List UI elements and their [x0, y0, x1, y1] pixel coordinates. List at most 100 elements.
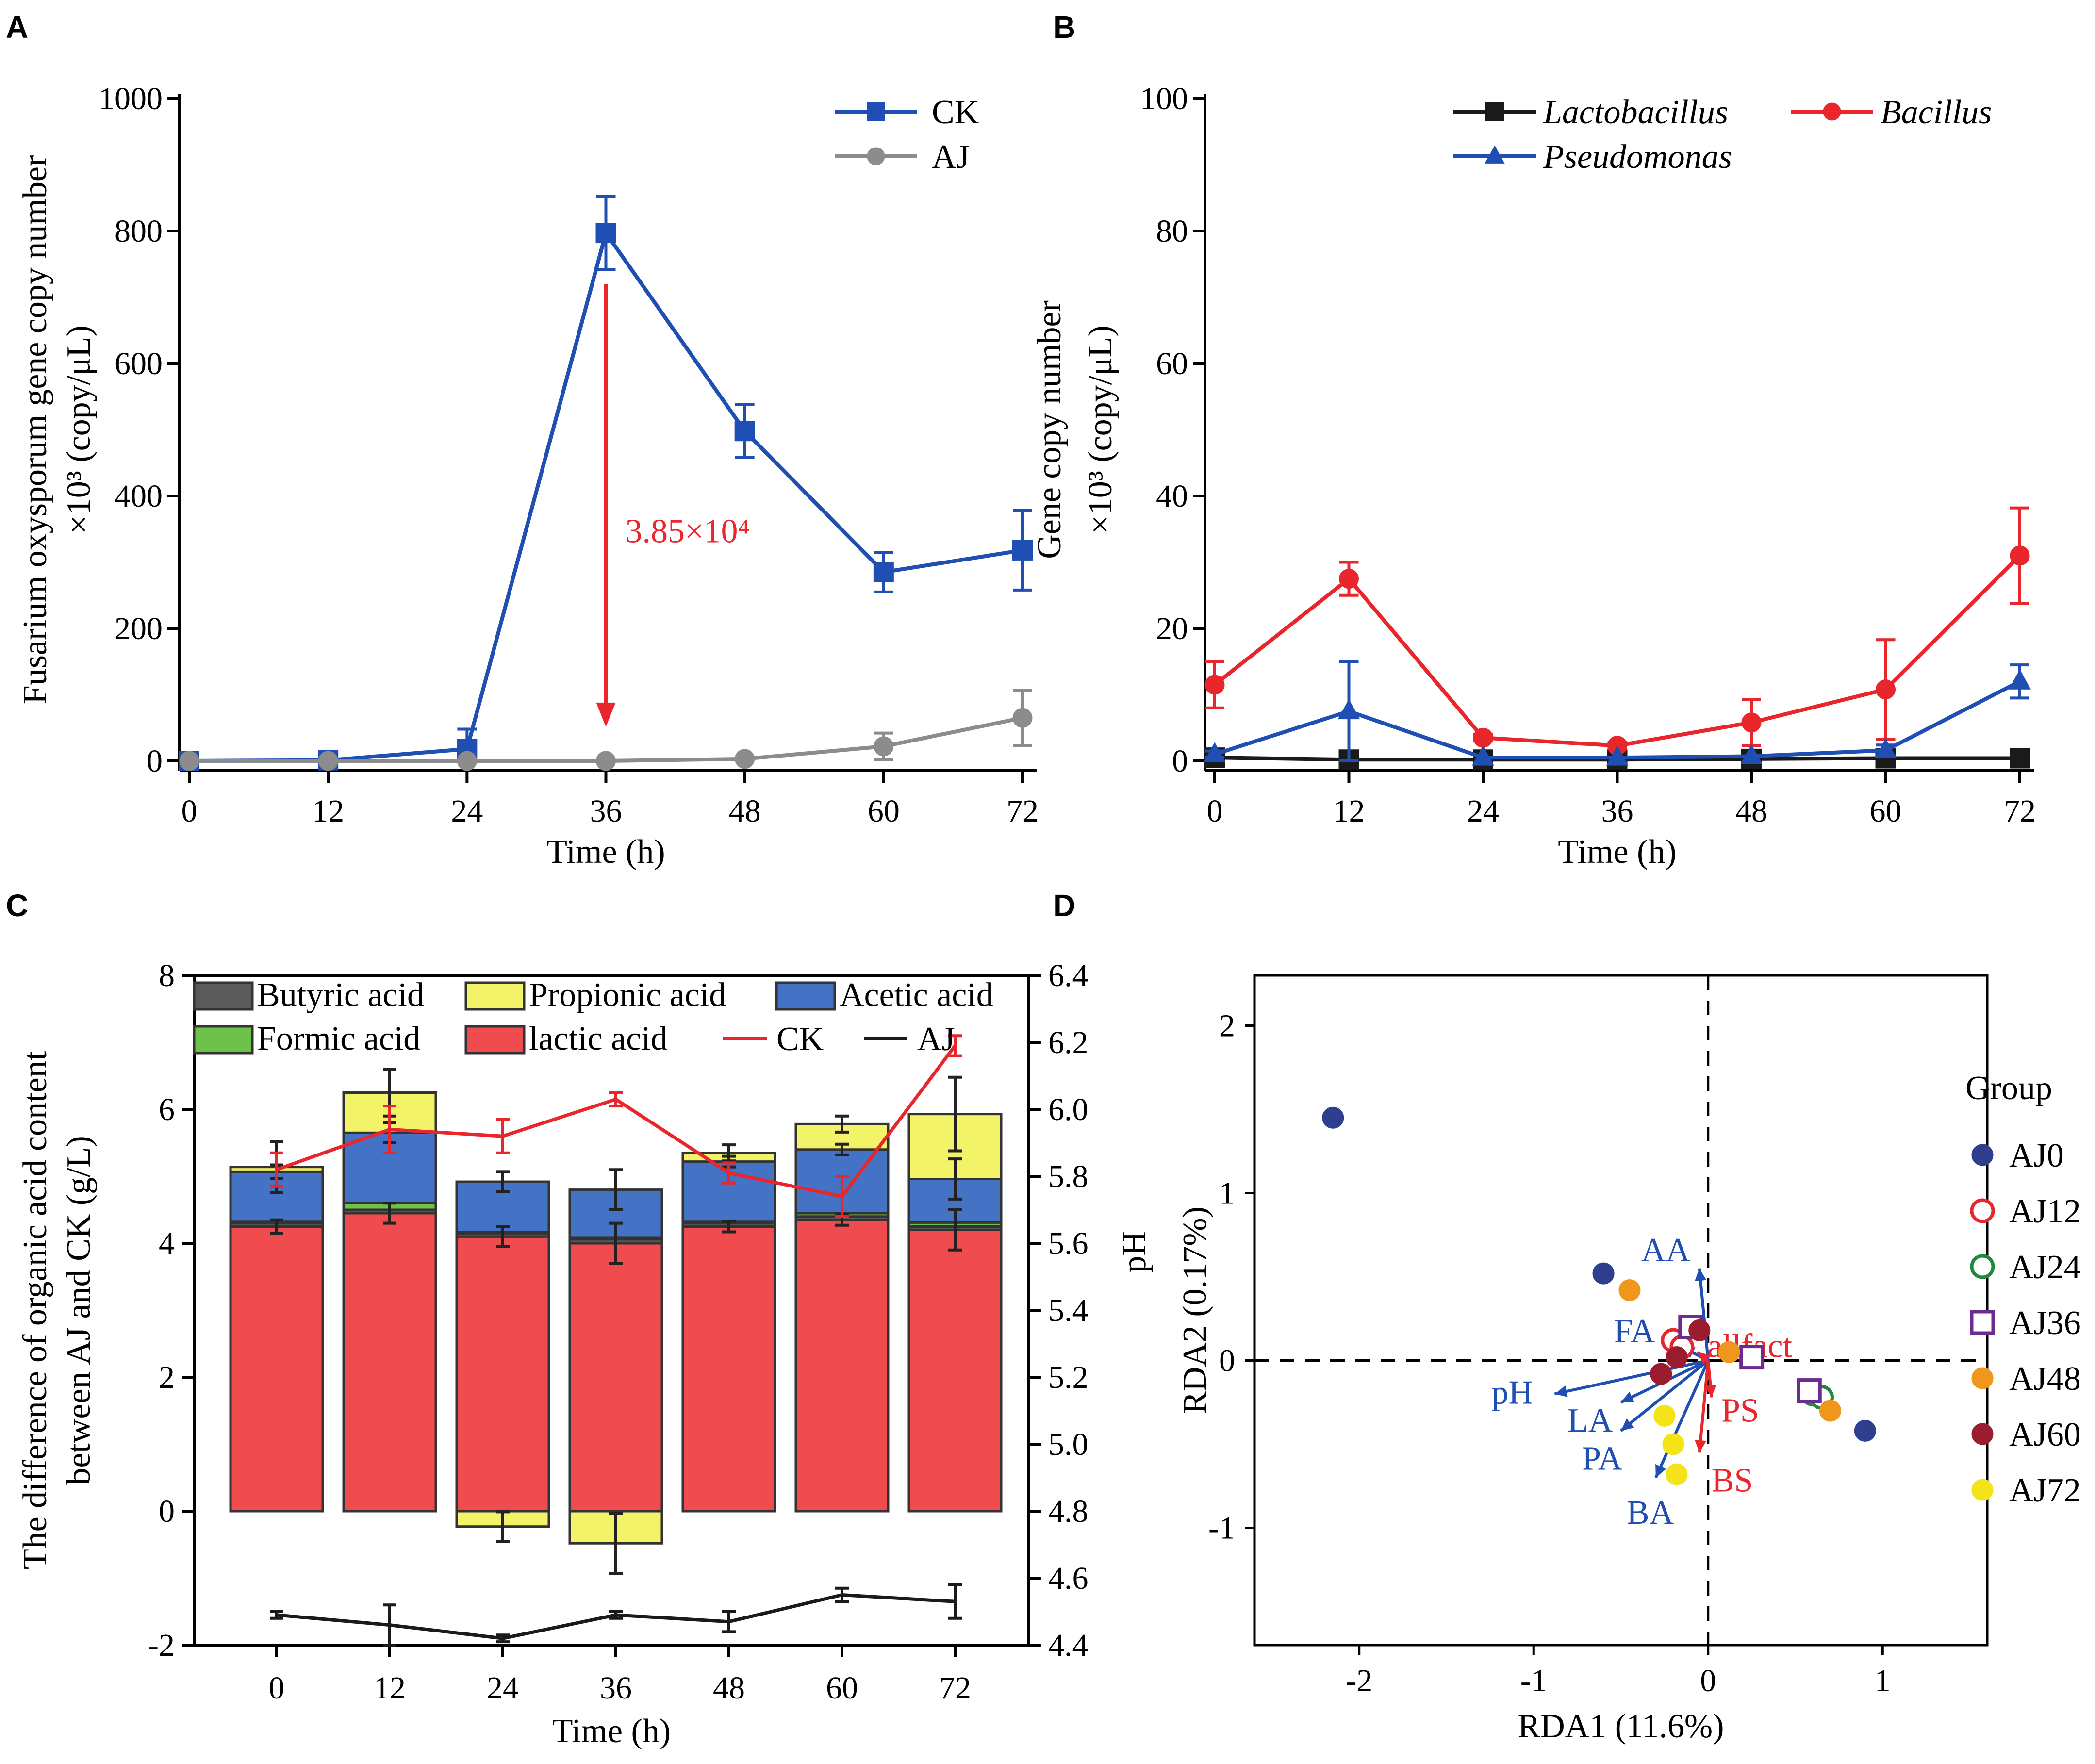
arrow-head [1698, 1352, 1711, 1365]
x-tick-label: 60 [1870, 793, 1902, 829]
legend-marker [867, 102, 885, 121]
right-tick-label: 6.4 [1048, 958, 1089, 993]
panel-b: B 0 12 24 36 48 60 72 0 20 40 60 80 100 Time (h) Gene … [1031, 10, 2036, 871]
panel-a: A 0 12 24 36 48 60 72 0 200 400 600 800 1000 Time (h)… [6, 10, 1039, 871]
legend-label: AJ24 [2009, 1249, 2081, 1286]
data-point [1741, 712, 1762, 733]
scatter-point [1650, 1363, 1672, 1385]
y-axis-unit: ×10³ (copy/μL) [1082, 325, 1119, 534]
data-point [735, 749, 755, 769]
y-tick-label: -2 [148, 1628, 175, 1663]
data-point [2010, 545, 2030, 566]
y-tick-label: 0 [159, 1494, 175, 1529]
arrow-aa: AA [1641, 1232, 1710, 1361]
bar-group-48 [681, 1143, 776, 1513]
y-tick-label: 60 [1156, 346, 1188, 381]
legend-swatch [464, 1025, 526, 1055]
legend-swatch [193, 1025, 254, 1055]
legend-swatch [193, 981, 254, 1011]
y-tick-label: 2 [159, 1360, 175, 1395]
y-axis-title-line2: between AJ and CK (g/L) [60, 1136, 98, 1484]
data-point [1337, 699, 1360, 720]
x-tick-label: 48 [713, 1670, 745, 1706]
data-point [1874, 738, 1897, 758]
y-tick-label: 40 [1156, 478, 1188, 514]
data-point [596, 751, 616, 771]
x-tick-label: 60 [826, 1670, 858, 1706]
scatter-point [1688, 1319, 1711, 1341]
legend-label: Acetic acid [840, 976, 993, 1014]
legend-entry-propionic-acid: Propionic acid [464, 976, 726, 1014]
panel-c: C -2024684.44.64.85.05.25.45.65.86.06.26… [6, 888, 1089, 1750]
bar-segment-lactic-acid [794, 1219, 890, 1513]
legend-title: Group [1965, 1070, 2052, 1107]
bar-group-24 [455, 1170, 550, 1543]
ph-error [722, 1161, 736, 1185]
scatter-point [1662, 1433, 1684, 1455]
arrow-bs: BS [1695, 1360, 1753, 1499]
legend-marker [1485, 102, 1504, 121]
legend-marker [1971, 1144, 1994, 1166]
arrow-pa: PA [1582, 1359, 1709, 1477]
right-tick-label: 4.6 [1048, 1561, 1089, 1596]
group-aj0 [1322, 1106, 1876, 1442]
legend-entry-aj60: AJ60 [1971, 1416, 2081, 1453]
legend-entry-aj: AJ [835, 138, 970, 176]
lactic-error [496, 1225, 510, 1248]
data-point [734, 421, 755, 442]
legend-swatch [775, 981, 836, 1011]
y-axis-title: Fusarium oxysporum gene copy number [16, 155, 54, 704]
y-axis-title: The difference of organic acid content [16, 1051, 54, 1569]
legend-entry-line-aj: AJ [864, 1021, 955, 1058]
legend-label: Lactobacillus [1543, 94, 1728, 131]
arrow-ps: PS [1704, 1360, 1759, 1429]
legend-swatch [464, 981, 526, 1011]
legend-label: CK [932, 94, 979, 131]
legend-entry-bacillus: Bacillus [1791, 94, 1992, 131]
data-point [1876, 679, 1896, 700]
arrow-head [1554, 1385, 1568, 1398]
y-tick-label: 6 [159, 1092, 175, 1127]
legend-marker [1970, 1198, 1995, 1223]
legend-entry-formic-acid: Formic acid [193, 1020, 420, 1057]
legend-label: Bacillus [1881, 94, 1992, 131]
acetic-error [609, 1168, 623, 1211]
ph-error [496, 1633, 510, 1644]
arrow-label: FA [1614, 1313, 1655, 1350]
legend-marker [867, 147, 885, 165]
x-tick-label: 1 [1875, 1663, 1891, 1698]
data-point [874, 736, 894, 757]
ph-error [609, 1610, 623, 1620]
x-tick-label: 12 [374, 1670, 406, 1706]
lactic-error [383, 1202, 396, 1225]
x-tick-label: 0 [181, 793, 198, 829]
y-tick-label: 1000 [99, 81, 163, 116]
legend-label: AJ [917, 1021, 955, 1058]
legend-label: Formic acid [257, 1020, 420, 1057]
acetic-error [496, 1170, 510, 1193]
data-point [1012, 540, 1033, 561]
legend-entry-aj24: AJ24 [1970, 1249, 2081, 1286]
y-tick-label: 600 [115, 346, 163, 381]
ph-error [270, 1151, 283, 1188]
y-axis-title: RDA2 (0.17%) [1176, 1206, 1214, 1414]
y-axis-title: Gene copy number [1031, 300, 1068, 559]
x-tick-label: 12 [1333, 793, 1365, 829]
arrow-ba: BA [1627, 1360, 1710, 1532]
series-aj [179, 688, 1033, 771]
x-axis-title: Time (h) [552, 1713, 671, 1750]
data-point [1740, 744, 1763, 764]
ph-line-ck [270, 1034, 962, 1218]
annotation-text: 3.85×10⁴ [626, 513, 750, 550]
ph-error [835, 1175, 849, 1218]
acetic-error [835, 1142, 849, 1156]
annotation-arrowhead [596, 702, 616, 727]
x-tick-label: 24 [1467, 793, 1499, 829]
bar-group-60 [794, 1114, 890, 1513]
x-tick-label: 72 [1006, 793, 1039, 829]
legend-label: AJ [932, 138, 970, 176]
panel-label-c: C [6, 888, 28, 923]
legend-marker [1971, 1479, 1994, 1501]
arrow-line [1698, 1360, 1710, 1453]
